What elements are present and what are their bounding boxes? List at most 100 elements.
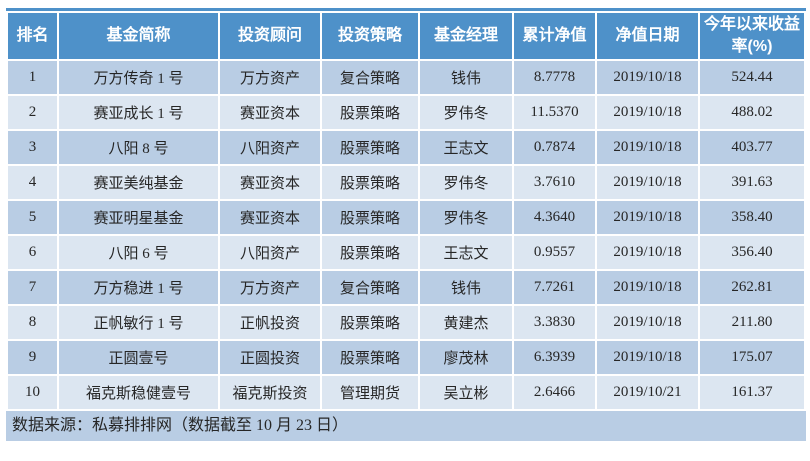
cell-fund-name: 万方传奇 1 号	[59, 61, 218, 94]
cell-nav-date: 2019/10/18	[597, 341, 698, 374]
cell-ytd-return: 403.77	[700, 131, 804, 164]
cell-advisor: 赛亚资本	[220, 96, 320, 129]
cell-strategy: 股票策略	[322, 201, 418, 234]
cell-ytd-return: 488.02	[700, 96, 804, 129]
cell-advisor: 正帆投资	[220, 306, 320, 339]
column-header-nav-date: 净值日期	[597, 13, 698, 59]
cell-advisor: 八阳资产	[220, 131, 320, 164]
cell-strategy: 股票策略	[322, 341, 418, 374]
cell-rank: 8	[8, 306, 57, 339]
table-row: 4 赛亚美纯基金 赛亚资本 股票策略 罗伟冬 3.7610 2019/10/18 391.63	[8, 166, 804, 199]
cell-fund-name: 赛亚明星基金	[59, 201, 218, 234]
cell-manager: 钱伟	[420, 61, 512, 94]
cell-nav-date: 2019/10/18	[597, 96, 698, 129]
table-row: 6 八阳 6 号八阳资产 股票策略 王志文 0.9557 2019/10/18 356.40	[8, 236, 804, 269]
column-header-fund-name: 基金简称	[59, 13, 218, 59]
fund-ranking-table: 排名 基金简称 投资顾问 投资策略 基金经理 累计净值 净值日期 今年以来收益率(%) 1 万方…	[6, 8, 806, 411]
table-row: 8 正帆敏行 1 号正帆投资 股票策略 黄建杰 3.3830 2019/10/18 211.…	[8, 306, 804, 339]
cell-strategy: 股票策略	[322, 236, 418, 269]
cell-strategy: 管理期货	[322, 376, 418, 409]
table-row: 9 正圆壹号 正圆投资 股票策略 廖茂林 6.3939 2019/10/18 175.07	[8, 341, 804, 374]
cell-manager: 黄建杰	[420, 306, 512, 339]
cell-advisor: 万方资产	[220, 61, 320, 94]
cell-manager: 吴立彬	[420, 376, 512, 409]
cell-ytd-return: 391.63	[700, 166, 804, 199]
cell-manager: 王志文	[420, 131, 512, 164]
cell-nav-date: 2019/10/18	[597, 306, 698, 339]
cell-manager: 廖茂林	[420, 341, 512, 374]
cell-cumulative-nav: 0.9557	[514, 236, 595, 269]
cell-ytd-return: 358.40	[700, 201, 804, 234]
header-row: 排名 基金简称 投资顾问 投资策略 基金经理 累计净值 净值日期 今年以来收益率(%)	[8, 13, 804, 59]
cell-cumulative-nav: 7.7261	[514, 271, 595, 304]
cell-strategy: 股票策略	[322, 166, 418, 199]
cell-nav-date: 2019/10/18	[597, 131, 698, 164]
cell-cumulative-nav: 11.5370	[514, 96, 595, 129]
cell-rank: 5	[8, 201, 57, 234]
table-row: 3 八阳 8 号八阳资产 股票策略 王志文 0.7874 2019/10/18 403.77	[8, 131, 804, 164]
table-row: 1 万方传奇 1 号万方资产 复合策略 钱伟 8.7778 2019/10/18 524.4…	[8, 61, 804, 94]
cell-nav-date: 2019/10/18	[597, 236, 698, 269]
column-header-cumulative-nav: 累计净值	[514, 13, 595, 59]
cell-advisor: 赛亚资本	[220, 201, 320, 234]
table-row: 7 万方稳进 1 号万方资产 复合策略 钱伟 7.7261 2019/10/18 262.8…	[8, 271, 804, 304]
cell-fund-name: 八阳 8 号	[59, 131, 218, 164]
table-body: 1 万方传奇 1 号万方资产 复合策略 钱伟 8.7778 2019/10/18 524.4…	[8, 61, 804, 409]
cell-rank: 9	[8, 341, 57, 374]
cell-ytd-return: 524.44	[700, 61, 804, 94]
cell-fund-name: 正帆敏行 1 号	[59, 306, 218, 339]
cell-ytd-return: 262.81	[700, 271, 804, 304]
cell-ytd-return: 211.80	[700, 306, 804, 339]
column-header-manager: 基金经理	[420, 13, 512, 59]
cell-nav-date: 2019/10/18	[597, 166, 698, 199]
cell-cumulative-nav: 6.3939	[514, 341, 595, 374]
cell-advisor: 赛亚资本	[220, 166, 320, 199]
cell-fund-name: 赛亚成长 1 号	[59, 96, 218, 129]
cell-rank: 6	[8, 236, 57, 269]
cell-ytd-return: 356.40	[700, 236, 804, 269]
cell-manager: 王志文	[420, 236, 512, 269]
cell-rank: 1	[8, 61, 57, 94]
cell-advisor: 万方资产	[220, 271, 320, 304]
cell-nav-date: 2019/10/18	[597, 201, 698, 234]
column-header-strategy: 投资策略	[322, 13, 418, 59]
cell-rank: 10	[8, 376, 57, 409]
cell-rank: 2	[8, 96, 57, 129]
table-row: 5 赛亚明星基金 赛亚资本 股票策略 罗伟冬 4.3640 2019/10/18 358.40	[8, 201, 804, 234]
cell-cumulative-nav: 3.7610	[514, 166, 595, 199]
cell-strategy: 股票策略	[322, 306, 418, 339]
cell-strategy: 复合策略	[322, 271, 418, 304]
page: 排名 基金简称 投资顾问 投资策略 基金经理 累计净值 净值日期 今年以来收益率(%) 1 万方…	[6, 8, 806, 441]
cell-nav-date: 2019/10/18	[597, 271, 698, 304]
cell-manager: 罗伟冬	[420, 166, 512, 199]
cell-cumulative-nav: 8.7778	[514, 61, 595, 94]
column-header-advisor: 投资顾问	[220, 13, 320, 59]
cell-strategy: 股票策略	[322, 96, 418, 129]
cell-ytd-return: 175.07	[700, 341, 804, 374]
column-header-ytd-return: 今年以来收益率(%)	[700, 13, 804, 59]
cell-rank: 4	[8, 166, 57, 199]
table-row: 2 赛亚成长 1 号赛亚资本 股票策略 罗伟冬 11.5370 2019/10/18 488…	[8, 96, 804, 129]
cell-fund-name: 赛亚美纯基金	[59, 166, 218, 199]
cell-advisor: 福克斯投资	[220, 376, 320, 409]
cell-cumulative-nav: 4.3640	[514, 201, 595, 234]
cell-rank: 7	[8, 271, 57, 304]
cell-fund-name: 正圆壹号	[59, 341, 218, 374]
cell-cumulative-nav: 0.7874	[514, 131, 595, 164]
cell-cumulative-nav: 3.3830	[514, 306, 595, 339]
cell-advisor: 正圆投资	[220, 341, 320, 374]
table-row: 10 福克斯稳健壹号 福克斯投资 管理期货 吴立彬 2.6466 2019/10/21 161…	[8, 376, 804, 409]
cell-strategy: 股票策略	[322, 131, 418, 164]
data-source-note: 数据来源：私募排排网（数据截至 10 月 23 日）	[6, 411, 806, 441]
cell-manager: 钱伟	[420, 271, 512, 304]
cell-fund-name: 万方稳进 1 号	[59, 271, 218, 304]
cell-nav-date: 2019/10/18	[597, 61, 698, 94]
cell-fund-name: 八阳 6 号	[59, 236, 218, 269]
cell-manager: 罗伟冬	[420, 96, 512, 129]
column-header-rank: 排名	[8, 13, 57, 59]
cell-ytd-return: 161.37	[700, 376, 804, 409]
cell-strategy: 复合策略	[322, 61, 418, 94]
cell-advisor: 八阳资产	[220, 236, 320, 269]
cell-manager: 罗伟冬	[420, 201, 512, 234]
cell-rank: 3	[8, 131, 57, 164]
